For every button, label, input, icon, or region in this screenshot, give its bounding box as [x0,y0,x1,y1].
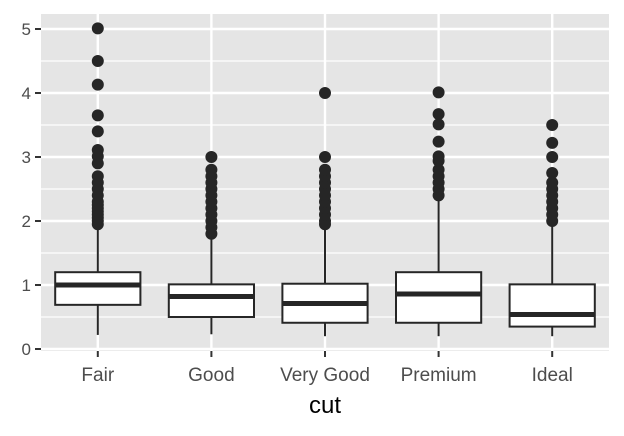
y-tick-label: 5 [22,20,31,39]
box-ideal [508,119,596,337]
outlier-point [205,151,218,163]
x-axis: Fair Good Very Good Premium Ideal [81,351,573,386]
x-axis-title: cut [309,392,341,419]
outlier-point [91,125,104,138]
y-tick-label: 1 [22,276,31,295]
box-fair [54,22,142,335]
y-tick-label: 2 [22,212,31,231]
box-good [167,151,255,335]
outlier-point [432,86,445,99]
outlier-point [91,22,104,35]
outlier-point [91,109,104,122]
boxes [54,22,596,337]
outlier-point [91,170,104,183]
box-iqr [54,271,142,306]
box-iqr [508,283,596,328]
box-very-good [281,87,369,337]
box-iqr [167,283,255,318]
outlier-point [546,167,559,179]
outlier-point [546,136,559,149]
x-tick-label: Ideal [532,365,573,386]
outlier-point [432,163,445,176]
y-tick-label: 3 [22,148,31,167]
outlier-point [91,78,104,91]
box-premium [395,86,483,337]
outlier-point [432,150,445,163]
y-axis: 0 1 2 3 4 5 [22,20,41,359]
outlier-point [319,151,331,163]
outlier-point [432,108,445,121]
outlier-point [205,163,218,176]
outlier-point [432,118,445,131]
y-tick-label: 4 [22,84,31,103]
x-tick-label: Very Good [280,365,370,386]
outlier-point [432,135,445,148]
box-iqr [395,271,483,324]
outlier-point [546,176,559,189]
outlier-point [91,143,104,156]
x-tick-label: Good [188,365,234,386]
y-tick-label: 0 [22,340,31,359]
outlier-point [91,55,104,67]
outlier-point [319,163,331,176]
outlier-point [319,87,331,99]
x-tick-label: Premium [401,365,477,386]
outlier-point [546,119,559,131]
outlier-point [546,151,559,163]
x-tick-label: Fair [81,365,114,386]
